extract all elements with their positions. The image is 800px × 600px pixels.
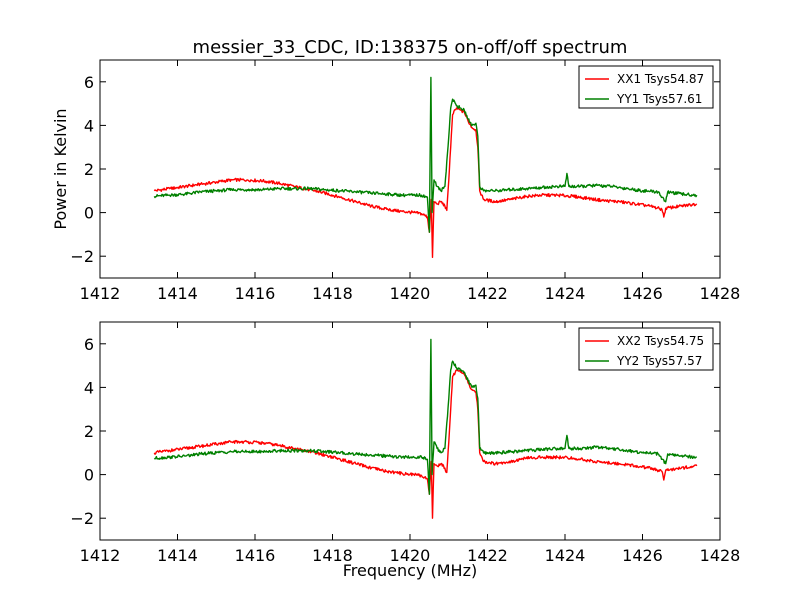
x-tick-label: 1426 [622, 284, 663, 303]
x-tick-label: 1424 [545, 284, 586, 303]
x-tick-label: 1418 [312, 284, 353, 303]
x-tick-label: 1412 [80, 284, 121, 303]
x-tick-label: 1414 [157, 284, 198, 303]
legend: XX2 Tsys54.75 YY2 Tsys57.57 [578, 327, 714, 371]
y-tick-label: −2 [70, 509, 94, 528]
y-tick-label: 4 [84, 378, 94, 397]
x-tick-label: 1422 [467, 546, 508, 565]
y-tick-label: 2 [84, 160, 94, 179]
x-tick-label: 1412 [80, 546, 121, 565]
x-axis-label: Frequency (MHz) [343, 561, 477, 580]
legend-entry: XX1 Tsys54.87 [617, 72, 704, 86]
y-tick-label: 0 [84, 466, 94, 485]
legend: XX1 Tsys54.87 YY1 Tsys57.61 [578, 65, 714, 109]
series-line-yy2 [153, 338, 697, 495]
x-tick-label: 1422 [467, 284, 508, 303]
x-tick-label: 1414 [157, 546, 198, 565]
legend-box [578, 65, 714, 109]
x-tick-label: 1420 [390, 546, 431, 565]
legend-box [578, 327, 714, 371]
x-tick-label: 1418 [312, 546, 353, 565]
x-tick-label: 1428 [700, 546, 741, 565]
series-line-xx1 [153, 106, 698, 258]
figure-title: messier_33_CDC, ID:138375 on-off/off spe… [193, 37, 628, 58]
legend-entry: YY2 Tsys57.57 [616, 354, 702, 368]
x-tick-label: 1420 [390, 284, 431, 303]
y-tick-label: 4 [84, 116, 94, 135]
y-tick-label: 6 [84, 335, 94, 354]
y-tick-label: 6 [84, 73, 94, 92]
plot-panel: 1412 1414 1416 1418 1420 1422 1424 1426 1428 −2 0 2… [70, 321, 741, 565]
y-tick-label: 2 [84, 422, 94, 441]
x-tick-label: 1426 [622, 546, 663, 565]
legend-entry: XX2 Tsys54.75 [617, 334, 704, 348]
plot-panel: 1412 1414 1416 1418 1420 1422 1424 1426 1428 −2 0 2… [70, 59, 741, 303]
x-tick-label: 1424 [545, 546, 586, 565]
x-tick-label: 1428 [700, 284, 741, 303]
y-axis-label: Power in Kelvin [51, 108, 70, 229]
x-tick-label: 1416 [235, 284, 276, 303]
y-tick-label: −2 [70, 247, 94, 266]
series-line-xx2 [153, 369, 698, 519]
y-tick-label: 0 [84, 204, 94, 223]
plot-panels: 1412 1414 1416 1418 1420 1422 1424 1426 1428 −2 0 2… [70, 59, 741, 565]
series-line-yy1 [153, 76, 698, 233]
legend-entry: YY1 Tsys57.61 [616, 92, 702, 106]
x-tick-label: 1416 [235, 546, 276, 565]
